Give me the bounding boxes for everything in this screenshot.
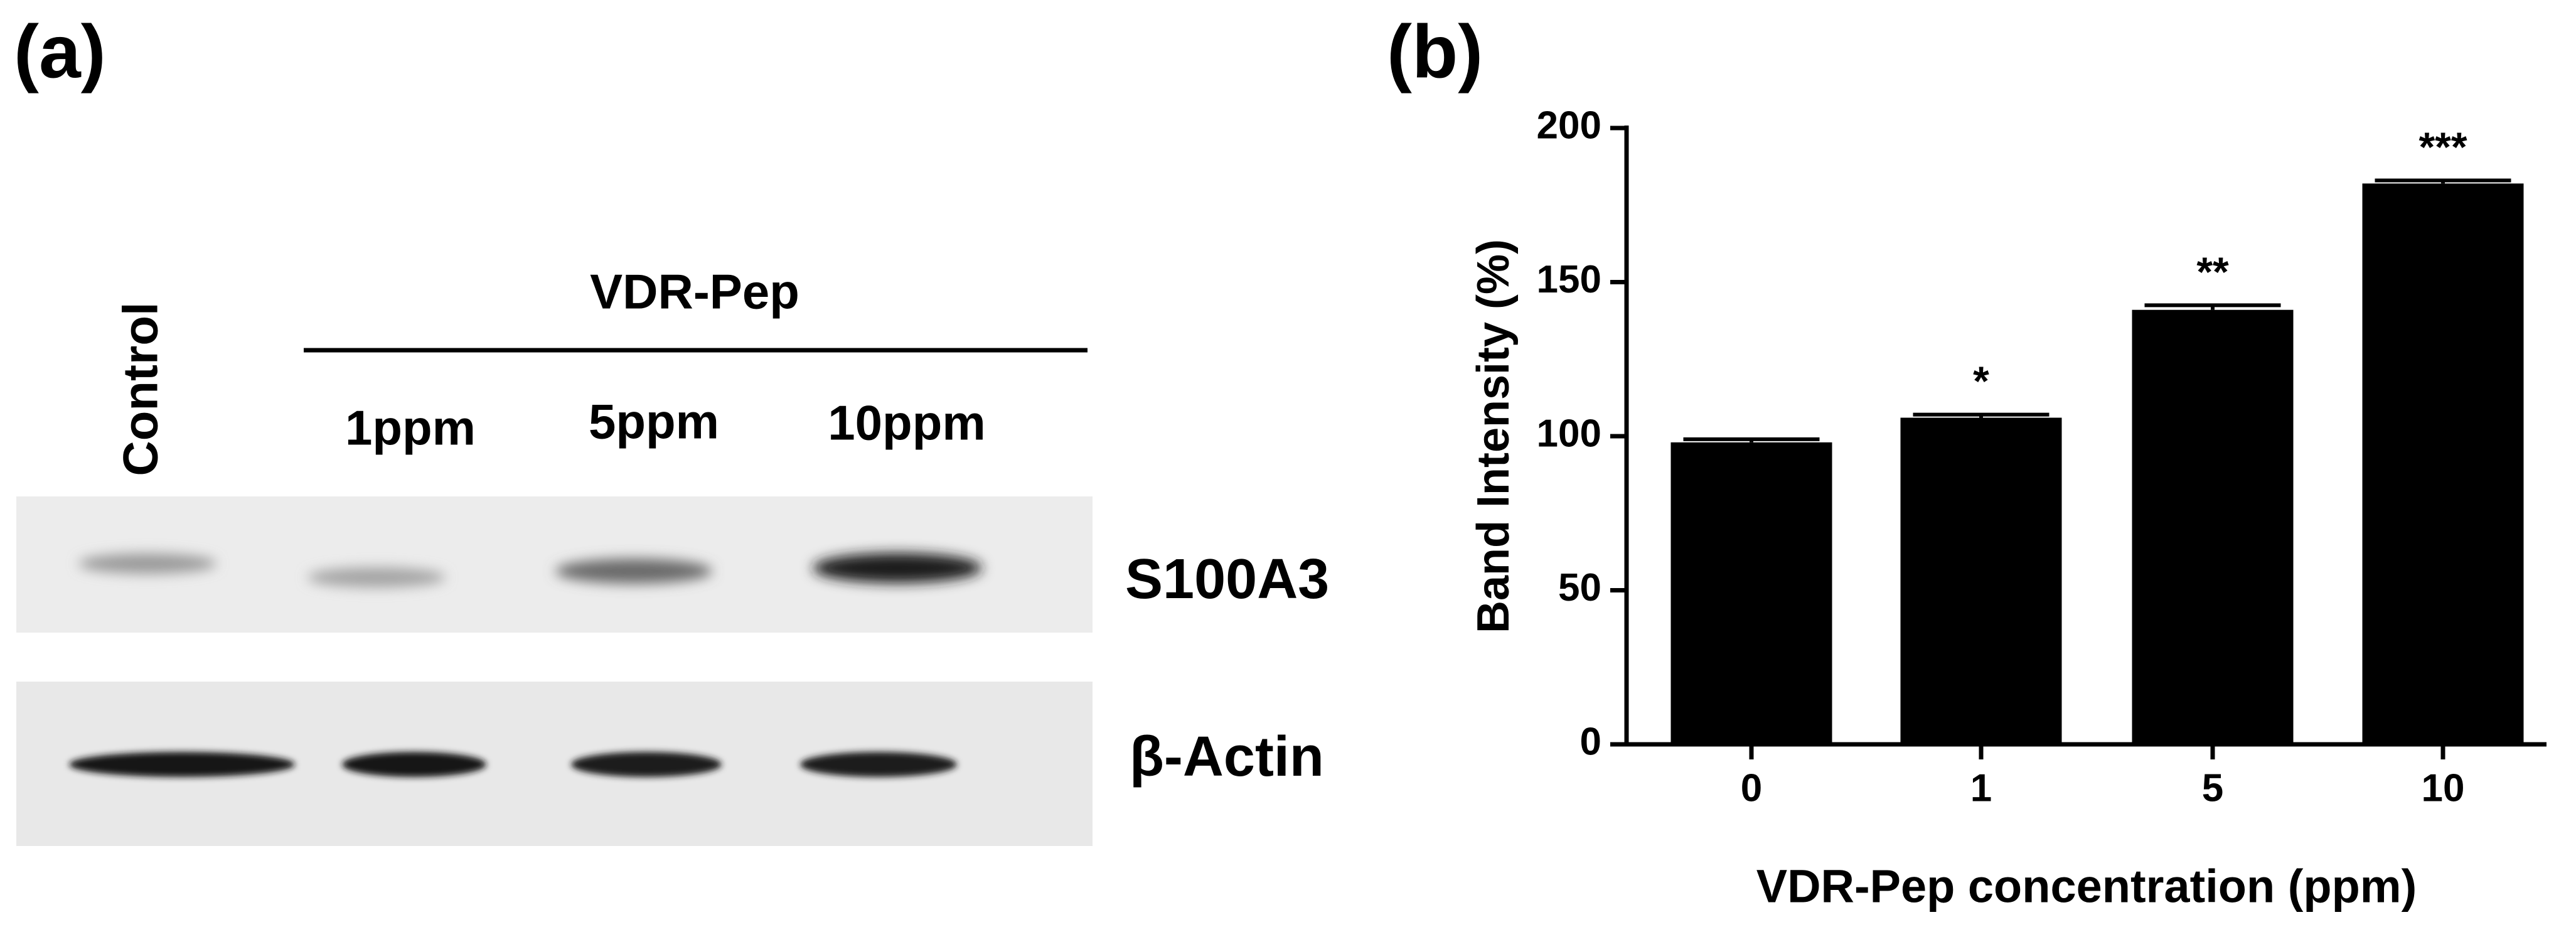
significance-label: ** [2196,249,2229,295]
x-tick-label: 5 [2202,766,2223,810]
blot-s100a3 [16,496,1093,633]
y-tick-label: 150 [1537,258,1601,301]
y-axis-label: Band Intensity (%) [1468,239,1519,633]
y-tick-label: 200 [1537,104,1601,147]
lane-label: 1ppm [345,400,476,456]
group-label: VDR-Pep [590,264,799,319]
x-tick-label: 0 [1741,766,1762,810]
x-tick-label: 10 [2422,766,2465,810]
significance-label: * [1973,358,1989,404]
x-axis-label: VDR-Pep concentration (ppm) [1756,860,2417,913]
bar [1900,417,2062,744]
bar [2132,309,2294,744]
blot-label: β-Actin [1130,726,1324,788]
bar-chart: (b) Band Intensity (%) VDR-Pep concentra… [1387,10,2547,913]
x-tick-label: 1 [1970,766,1992,810]
lane-label: 5ppm [589,394,719,449]
bar [1670,442,1832,744]
bar [2362,183,2524,744]
panel-label: (a) [14,10,106,94]
lane-label: 10ppm [828,395,985,451]
panel-label: (b) [1387,10,1483,94]
blot-actin [16,682,1093,846]
significance-label: *** [2418,124,2467,170]
y-tick-label: 50 [1558,566,1601,609]
y-tick-label: 100 [1537,412,1601,455]
control-label: Control [113,302,168,476]
blot-label: S100A3 [1125,548,1329,611]
y-tick-label: 0 [1580,720,1601,763]
